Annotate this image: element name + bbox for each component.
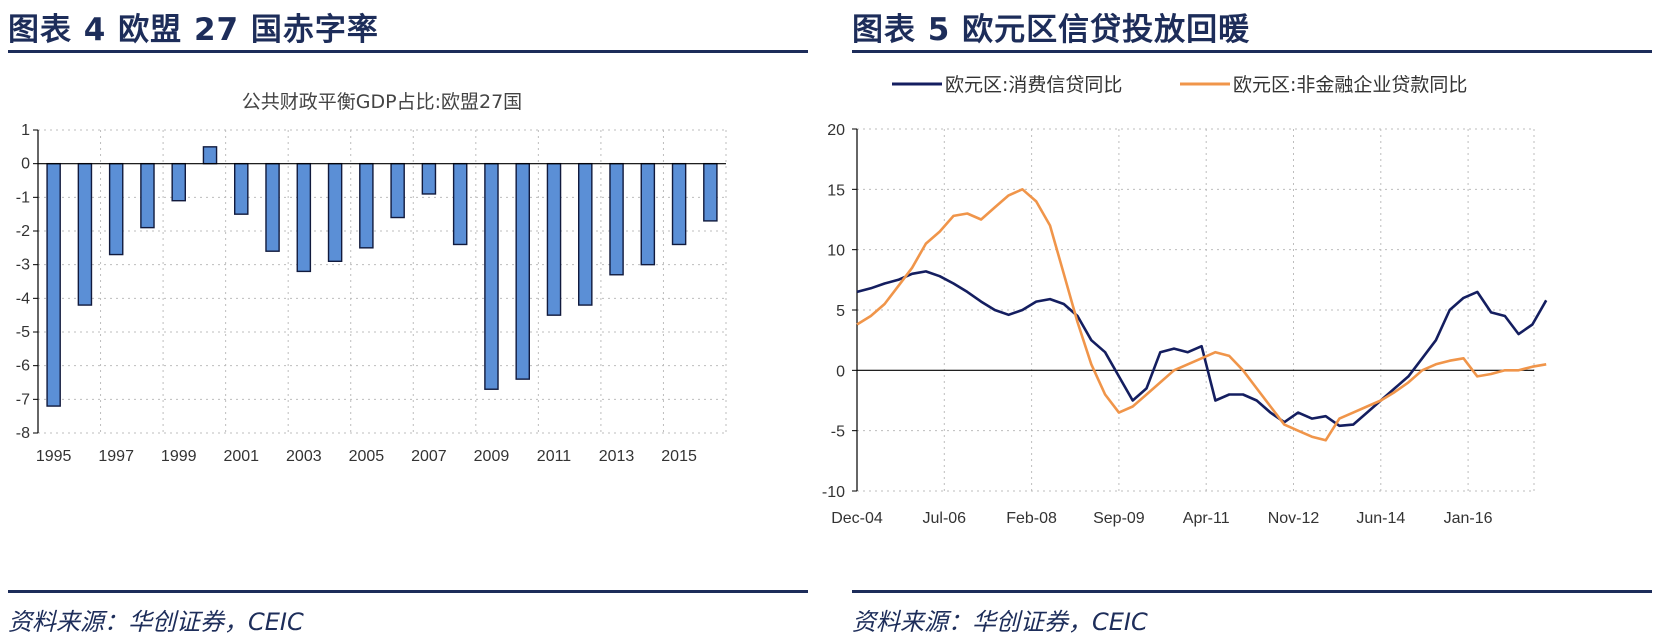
x-tick-label: Jun-14 (1356, 510, 1405, 527)
series-line-2 (856, 188, 1547, 442)
y-tick-label: -6 (16, 358, 30, 375)
right-panel: 图表 5 欧元区信贷投放回暖 20 15 10 5 0 -5 -10 Dec-04 Jul-06… (822, 0, 1652, 636)
chart-title: 公共财政平衡GDP占比:欧盟27国 (242, 91, 522, 113)
y-tick-label: 15 (827, 182, 845, 199)
x-tick-label: 2001 (223, 448, 259, 465)
y-tick-label: 0 (21, 156, 30, 173)
bar-1996 (77, 162, 93, 306)
x-tick-label: Dec-04 (831, 510, 883, 527)
x-tick-label: Jul-06 (923, 510, 967, 527)
bar-2005 (359, 162, 374, 249)
bar-1999 (171, 162, 186, 202)
series-line-1 (856, 270, 1548, 428)
y-tick-label: -7 (16, 391, 30, 408)
y-tick-label: -5 (16, 324, 30, 341)
left-source: 资料来源：华创证券，CEIC (8, 608, 304, 636)
y-tick-label: -5 (831, 424, 845, 441)
deficit-bar-chart: 公共财政平衡GDP占比:欧盟27国 1 0 -1 -2 -3 -4 -5 -6 -7 -8 1995 1… (16, 91, 727, 465)
bar-2006 (390, 162, 405, 219)
x-tick-label: Sep-09 (1093, 510, 1145, 527)
bar-2015 (671, 162, 687, 246)
bar-2002 (265, 162, 280, 252)
bar-2016 (703, 162, 718, 222)
y-tick-label: -4 (16, 290, 30, 307)
right-source: 资料来源：华创证券，CEIC (852, 608, 1148, 636)
bar-2014 (640, 162, 656, 266)
y-tick-label: -10 (822, 484, 845, 501)
x-tick-label: 1997 (98, 448, 134, 465)
left-bottom-rule (8, 590, 808, 593)
x-tick-label: 1999 (161, 448, 197, 465)
bar-2008 (452, 162, 468, 246)
right-bottom-rule (852, 590, 1652, 593)
right-top-rule (852, 50, 1652, 53)
x-tick-label: Nov-12 (1268, 510, 1320, 527)
x-tick-label: Apr-11 (1183, 510, 1230, 527)
x-tick-label: Feb-08 (1006, 510, 1057, 527)
bar-2003 (296, 162, 312, 273)
y-tick-label: -2 (16, 223, 30, 240)
x-tick-label: 2007 (411, 448, 447, 465)
x-tick-label: 1995 (36, 448, 72, 465)
left-panel: 图表 4 欧盟 27 国赤字率 公共财政平衡GDP占比:欧盟27国 1 0 -1 -2 -… (8, 0, 808, 636)
x-tick-label: 2005 (349, 448, 385, 465)
left-top-rule (8, 50, 808, 53)
bar-2011 (546, 162, 562, 316)
legend-label-2: 欧元区:非金融企业贷款同比 (1233, 74, 1467, 96)
bar-2000 (202, 146, 218, 165)
y-tick-label: -1 (16, 189, 30, 206)
x-tick-label: 2009 (474, 448, 510, 465)
bar-1998 (140, 162, 155, 229)
x-tick-label: 2011 (537, 448, 572, 465)
bar-2012 (578, 162, 593, 306)
left-heading: 图表 4 欧盟 27 国赤字率 (8, 12, 379, 48)
bar-2009 (484, 162, 499, 390)
bar-2013 (609, 162, 624, 276)
x-tick-label: 2015 (661, 448, 697, 465)
bar-1997 (108, 162, 124, 256)
x-tick-label: 2013 (599, 448, 635, 465)
credit-line-chart: 20 15 10 5 0 -5 -10 Dec-04 Jul-06 Feb-08 Sep-09 Apr… (822, 74, 1548, 527)
bar-2007 (421, 162, 437, 195)
y-tick-label: 1 (21, 122, 30, 139)
y-tick-label: -3 (16, 257, 30, 274)
bar-2004 (327, 162, 343, 262)
x-tick-label: 2003 (286, 448, 322, 465)
y-tick-label: 10 (827, 243, 845, 260)
right-heading: 图表 5 欧元区信贷投放回暖 (852, 12, 1251, 48)
x-tick-label: Jan-16 (1444, 510, 1493, 527)
y-tick-label: -8 (16, 425, 30, 442)
bar-2010 (515, 162, 530, 380)
bar-1995 (46, 162, 61, 407)
y-tick-label: 0 (836, 363, 845, 380)
y-tick-label: 20 (827, 122, 845, 139)
y-tick-label: 5 (836, 303, 845, 320)
legend-label-1: 欧元区:消费信贷同比 (945, 74, 1122, 96)
bar-2001 (234, 162, 249, 215)
